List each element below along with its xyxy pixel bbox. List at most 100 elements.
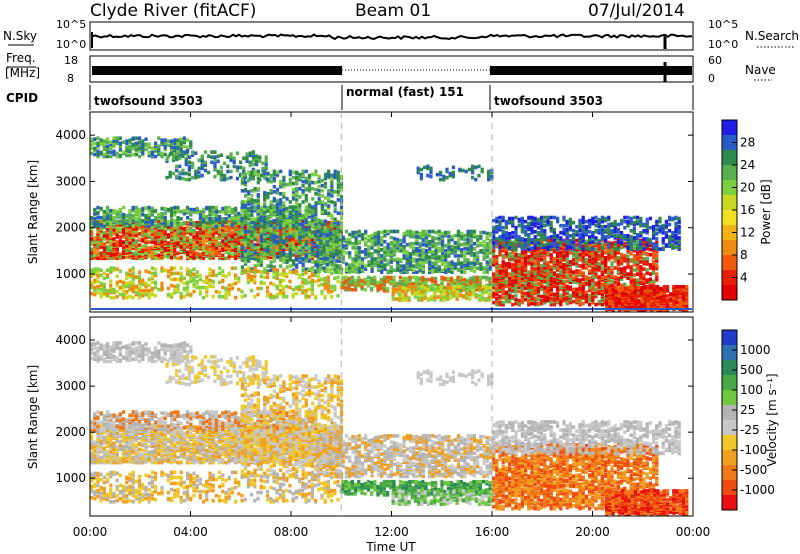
power-cell	[466, 258, 470, 262]
power-cell	[147, 233, 151, 237]
power-cell	[90, 251, 94, 256]
power-cell	[357, 277, 361, 282]
power-cell	[224, 229, 228, 233]
power-cell	[144, 137, 148, 141]
power-cell	[396, 249, 400, 253]
power-cell	[380, 235, 384, 240]
power-cell	[179, 149, 183, 154]
power-cell	[325, 238, 329, 243]
power-cell	[179, 233, 183, 237]
power-cell	[310, 281, 314, 286]
power-cell	[476, 255, 480, 259]
power-cell	[317, 197, 321, 201]
power-cell	[187, 177, 191, 182]
power-cell	[288, 251, 292, 255]
power-cell	[320, 205, 324, 209]
power-cell	[128, 140, 132, 144]
power-cell	[256, 243, 260, 247]
power-cell	[450, 262, 454, 266]
power-cell	[150, 245, 154, 249]
power-cell	[307, 235, 312, 240]
power-cell	[386, 259, 390, 263]
power-cell	[398, 275, 402, 280]
power-cell	[412, 268, 416, 272]
power-cell	[134, 239, 138, 243]
power-cell	[256, 219, 260, 224]
power-cell	[259, 280, 263, 285]
power-cell	[128, 216, 132, 220]
power-cell	[214, 243, 218, 247]
power-cell	[168, 152, 172, 156]
power-cell	[138, 279, 142, 284]
power-cell	[247, 250, 251, 254]
power-cell	[485, 255, 489, 259]
power-cell	[216, 169, 220, 174]
power-cell	[184, 171, 188, 176]
power-cell	[482, 251, 486, 255]
power-cell	[218, 224, 222, 228]
power-cell	[112, 216, 116, 220]
power-cell	[176, 288, 180, 293]
power-cell	[348, 251, 352, 255]
power-cell	[434, 251, 438, 255]
power-cell	[131, 216, 135, 220]
power-cell	[288, 215, 292, 219]
power-cell	[218, 234, 222, 238]
power-cell	[202, 242, 206, 246]
power-cell	[295, 212, 299, 216]
power-cell	[424, 242, 429, 247]
power-cell	[194, 169, 198, 174]
power-cell	[237, 221, 241, 225]
power-cell	[93, 256, 97, 261]
power-cell	[150, 146, 154, 151]
power-cell	[144, 240, 148, 244]
power-cell	[269, 175, 273, 180]
power-cell	[428, 270, 432, 274]
power-cell	[256, 286, 260, 291]
power-cell	[304, 267, 308, 271]
power-cell	[394, 288, 398, 292]
power-cell	[235, 151, 239, 155]
power-cell	[272, 237, 276, 242]
power-cell	[485, 260, 489, 264]
power-cell	[357, 251, 361, 255]
power-cell	[115, 240, 119, 244]
power-cell	[106, 228, 110, 232]
power-cell	[269, 252, 273, 256]
power-cell	[319, 260, 323, 264]
power-cell	[96, 224, 100, 228]
power-cell	[99, 283, 103, 288]
power-cell	[239, 160, 243, 165]
power-cell	[106, 245, 110, 249]
power-cell	[99, 206, 103, 211]
power-cell	[150, 292, 154, 297]
power-cell	[93, 288, 97, 293]
power-cell	[440, 247, 445, 251]
power-cell	[90, 247, 94, 251]
power-cell	[250, 248, 254, 252]
power-cell	[412, 233, 416, 238]
power-cell	[444, 260, 448, 264]
power-cell	[335, 239, 339, 244]
power-cell	[341, 279, 345, 284]
power-cell	[397, 298, 402, 302]
power-cell	[247, 237, 251, 242]
power-cell	[266, 194, 270, 198]
power-cell	[224, 241, 228, 245]
power-cell	[245, 152, 249, 156]
power-cell	[379, 283, 383, 288]
power-cell	[234, 212, 238, 217]
power-cell	[460, 265, 464, 269]
power-cell	[179, 217, 183, 221]
power-cell	[320, 289, 324, 294]
power-cell	[440, 242, 445, 247]
power-cell	[288, 279, 292, 284]
power-cell	[370, 235, 374, 240]
power-cell	[431, 267, 435, 271]
power-cell	[250, 274, 254, 279]
power-cell	[259, 205, 263, 210]
power-cell	[237, 216, 241, 220]
power-cell	[134, 145, 138, 150]
power-cell	[205, 239, 209, 243]
power-cell	[266, 248, 270, 252]
